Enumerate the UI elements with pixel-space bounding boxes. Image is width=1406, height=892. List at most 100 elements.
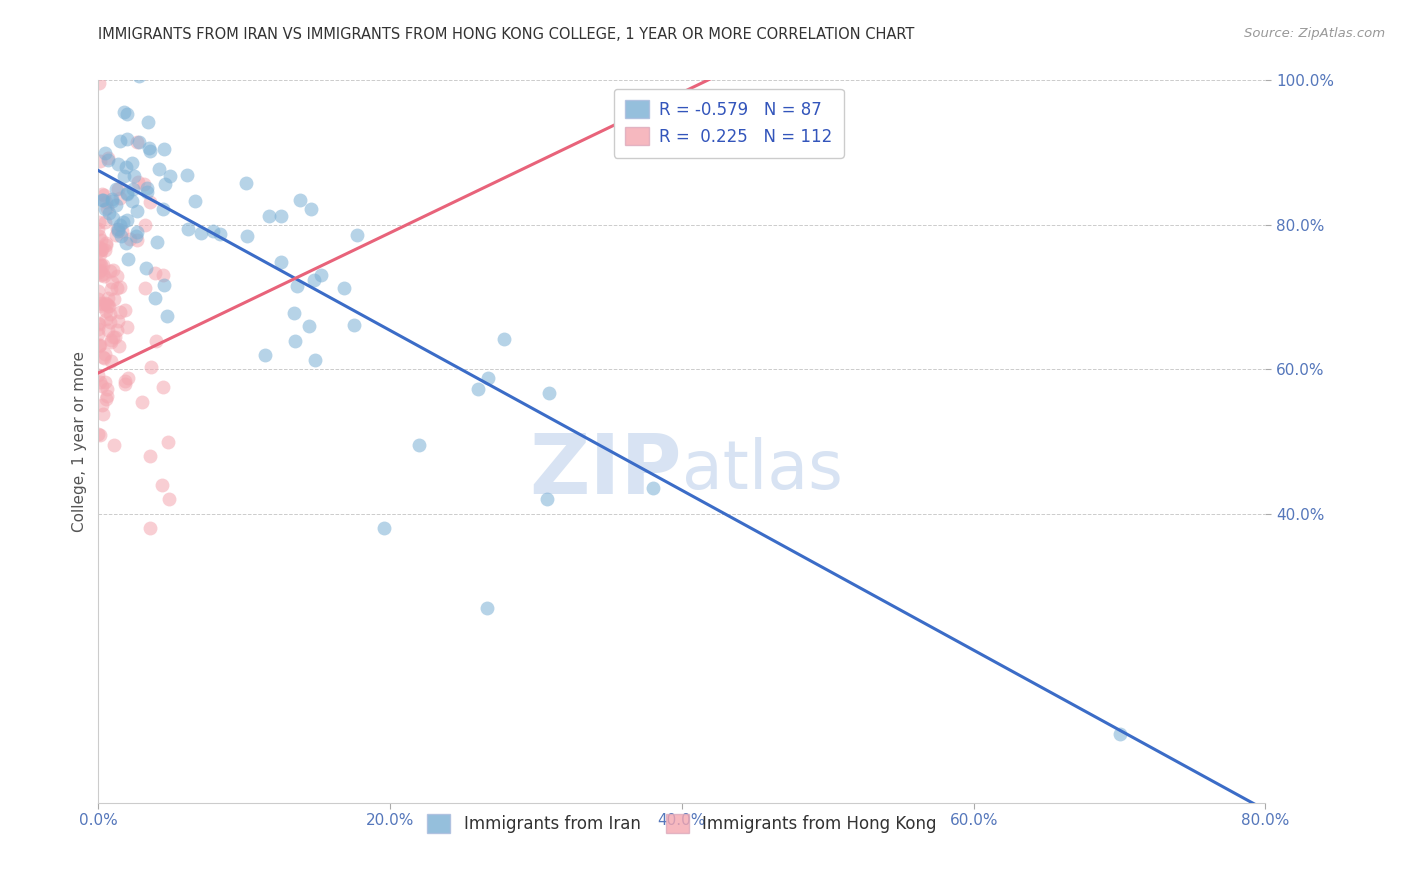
- Point: [94, 195, 117, 210]
- Point: [90, 186, 112, 201]
- Point: [87, 284, 110, 298]
- Point: [91, 297, 114, 311]
- Point: [190, 227, 212, 241]
- Point: [100, 333, 122, 347]
- Point: [104, 182, 127, 196]
- Point: [157, 492, 180, 507]
- Point: [87, 265, 110, 279]
- Point: [139, 144, 162, 158]
- Point: [94, 295, 117, 310]
- Point: [135, 181, 157, 195]
- Point: [148, 161, 170, 176]
- Point: [139, 521, 162, 535]
- Point: [146, 235, 169, 250]
- Point: [97, 323, 120, 337]
- Point: [115, 212, 138, 227]
- Point: [87, 427, 110, 442]
- Point: [259, 209, 281, 223]
- Point: [114, 235, 136, 250]
- Point: [134, 177, 156, 191]
- Point: [90, 259, 112, 273]
- Point: [100, 282, 122, 296]
- Point: [98, 264, 121, 278]
- Point: [87, 322, 110, 336]
- Point: [90, 194, 112, 208]
- Point: [110, 280, 132, 294]
- Point: [87, 76, 110, 90]
- Point: [87, 368, 110, 382]
- Point: [89, 154, 111, 169]
- Point: [98, 315, 121, 329]
- Point: [91, 408, 114, 422]
- Point: [107, 224, 129, 238]
- Point: [270, 209, 292, 223]
- Point: [152, 380, 174, 394]
- Point: [93, 375, 115, 389]
- Text: Source: ZipAtlas.com: Source: ZipAtlas.com: [1244, 27, 1385, 40]
- Point: [117, 107, 139, 121]
- Point: [89, 375, 111, 389]
- Point: [1108, 727, 1130, 741]
- Point: [94, 392, 117, 407]
- Point: [90, 299, 112, 313]
- Point: [135, 185, 157, 199]
- Point: [108, 339, 131, 353]
- Point: [107, 157, 129, 171]
- Point: [127, 204, 149, 219]
- Point: [122, 169, 145, 183]
- Point: [343, 318, 366, 333]
- Point: [93, 188, 115, 202]
- Point: [91, 267, 114, 281]
- Point: [138, 115, 160, 129]
- Point: [157, 434, 180, 449]
- Point: [97, 300, 120, 314]
- Point: [97, 291, 120, 305]
- Point: [128, 70, 150, 84]
- Point: [114, 376, 136, 391]
- Point: [115, 160, 138, 174]
- Point: [97, 299, 120, 313]
- Point: [236, 228, 259, 243]
- Point: [90, 379, 112, 393]
- Point: [93, 202, 115, 216]
- Point: [94, 311, 117, 326]
- Point: [93, 351, 115, 365]
- Point: [100, 354, 122, 368]
- Point: [153, 177, 176, 191]
- Point: [121, 194, 143, 208]
- Point: [87, 244, 110, 259]
- Text: atlas: atlas: [682, 437, 842, 503]
- Point: [90, 242, 112, 256]
- Point: [89, 240, 111, 254]
- Point: [333, 281, 356, 295]
- Point: [100, 192, 122, 206]
- Point: [150, 478, 173, 492]
- Point: [94, 346, 117, 360]
- Point: [117, 252, 139, 266]
- Point: [87, 316, 110, 330]
- Text: IMMIGRANTS FROM IRAN VS IMMIGRANTS FROM HONG KONG COLLEGE, 1 YEAR OR MORE CORREL: IMMIGRANTS FROM IRAN VS IMMIGRANTS FROM …: [98, 27, 915, 42]
- Point: [93, 215, 115, 229]
- Point: [134, 218, 156, 232]
- Point: [110, 191, 132, 205]
- Point: [159, 169, 181, 183]
- Point: [96, 151, 118, 165]
- Point: [115, 132, 138, 146]
- Point: [89, 229, 111, 244]
- Point: [93, 59, 115, 73]
- Point: [91, 258, 114, 272]
- Point: [96, 382, 118, 396]
- Point: [87, 317, 110, 331]
- Point: [641, 481, 664, 495]
- Point: [115, 186, 138, 200]
- Point: [89, 338, 111, 352]
- Point: [96, 238, 118, 252]
- Point: [285, 278, 308, 293]
- Point: [97, 206, 120, 220]
- Point: [108, 304, 131, 318]
- Point: [107, 182, 129, 196]
- Point: [104, 330, 127, 344]
- Point: [283, 306, 305, 320]
- Point: [254, 348, 277, 362]
- Point: [139, 195, 162, 210]
